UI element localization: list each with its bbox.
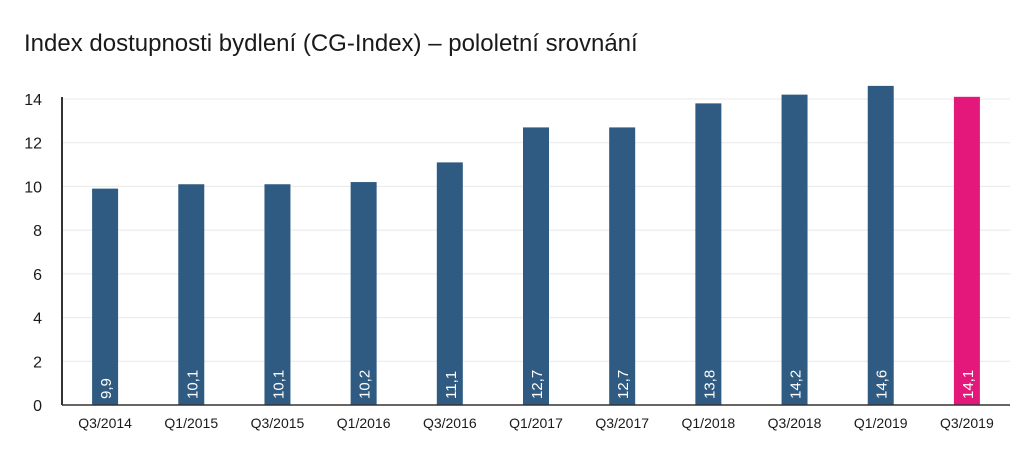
bar-highlight	[953, 96, 980, 406]
bar	[178, 184, 205, 405]
bar-data-label: 10,1	[184, 370, 201, 399]
x-category-label: Q1/2017	[509, 415, 563, 431]
bar-data-label: 14,2	[788, 370, 805, 399]
bar-data-label: 11,1	[443, 371, 460, 399]
bar	[92, 188, 119, 405]
x-category-label: Q3/2017	[595, 415, 649, 431]
bar	[436, 162, 463, 405]
bar-data-label: 14,1	[960, 370, 977, 399]
x-category-label: Q1/2015	[164, 415, 218, 431]
bars	[92, 85, 980, 406]
x-category-label: Q1/2016	[337, 415, 391, 431]
chart-title: Index dostupnosti bydlení (CG-Index) – p…	[24, 30, 638, 57]
y-tick-label: 0	[33, 398, 42, 415]
y-tick-label: 12	[24, 136, 42, 153]
y-tick-label: 10	[24, 179, 42, 196]
x-category-label: Q3/2014	[78, 415, 132, 431]
x-category-label: Q1/2019	[854, 415, 908, 431]
bar-data-label: 14,6	[874, 370, 891, 399]
bar-data-label: 10,2	[357, 370, 374, 399]
x-category-label: Q1/2018	[682, 415, 736, 431]
bar	[867, 85, 894, 405]
y-tick-label: 4	[33, 311, 42, 328]
bar	[695, 103, 722, 405]
data-labels: 9,9 10,1 10,1 10,2 11,1 12,7 12,7 13,8 14,2 14,6 1…	[98, 370, 977, 399]
bar-data-label: 9,9	[98, 378, 115, 399]
x-category-label: Q3/2016	[423, 415, 477, 431]
bar	[609, 127, 636, 406]
bar-data-label: 13,8	[701, 370, 718, 399]
y-tick-label: 2	[33, 354, 42, 371]
bar	[264, 184, 291, 405]
axes: 0 2 4 6 8 10 12 14 Q3/2014 Q1/2015 Q3/2015 Q1/2016 Q…	[24, 92, 1010, 431]
bar	[350, 182, 377, 405]
y-tick-label: 8	[33, 223, 42, 240]
bar	[523, 127, 549, 406]
x-category-label: Q3/2015	[251, 415, 305, 431]
y-tick-label: 14	[24, 92, 42, 109]
x-category-label: Q3/2019	[940, 415, 994, 431]
x-category-label: Q3/2018	[768, 415, 822, 431]
bar-data-label: 10,1	[270, 370, 287, 399]
bar	[781, 94, 808, 405]
y-tick-label: 6	[33, 267, 42, 284]
bar-data-label: 12,7	[529, 370, 546, 399]
bar-data-label: 12,7	[615, 370, 632, 399]
